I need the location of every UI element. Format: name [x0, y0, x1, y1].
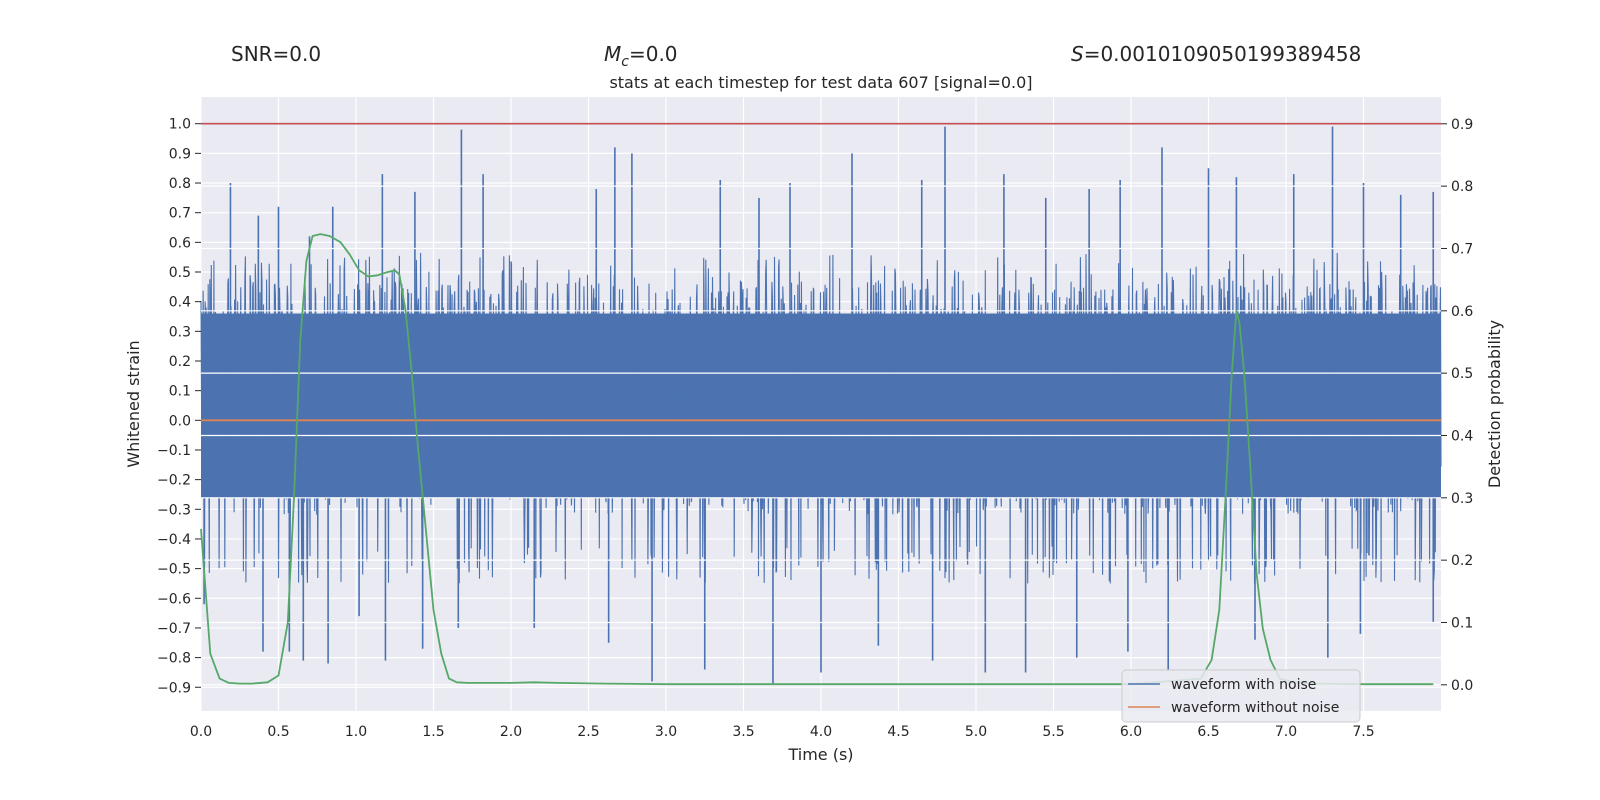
- y-tick-label: −0.2: [157, 473, 191, 489]
- x-tick-label: 3.0: [655, 724, 677, 740]
- x-tick-label: 3.5: [732, 724, 754, 740]
- y-tick-label: 0.5: [169, 265, 191, 281]
- legend: waveform with noise waveform without noi…: [1121, 669, 1361, 723]
- y-tick-label: −0.6: [157, 591, 191, 607]
- s-symbol: S: [1071, 42, 1084, 66]
- x-tick-label: 4.0: [810, 724, 832, 740]
- y2-tick-label: 0.0: [1451, 678, 1473, 694]
- y2-tick-label: 0.6: [1451, 304, 1473, 320]
- s-value: =0.0010109050199389458: [1084, 42, 1362, 66]
- y-tick-label: −0.7: [157, 621, 191, 637]
- y-tick-label: 0.2: [169, 354, 191, 370]
- y-tick-label: −0.3: [157, 502, 191, 518]
- y-tick-label: 0.6: [169, 235, 191, 251]
- y2-tick-label: 0.9: [1451, 117, 1473, 133]
- x-tick-label: 4.5: [887, 724, 909, 740]
- y-tick-label: −0.1: [157, 443, 191, 459]
- y-tick-label: 0.9: [169, 146, 191, 162]
- y2-tick-labels: 0.9 0.8 0.7 0.6 0.5 0.4 0.3 0.2 0.1 0.0: [1441, 117, 1473, 694]
- s-stat-label: S=0.0010109050199389458: [1071, 42, 1361, 66]
- y2-tick-label: 0.1: [1451, 615, 1473, 631]
- y-tick-label: 0.0: [169, 413, 191, 429]
- series-lines: [200, 122, 1441, 686]
- y-tick-label: −0.8: [157, 651, 191, 667]
- chirp-mass-label: Mc=0.0: [604, 42, 678, 70]
- legend-label-clean: waveform without noise: [1171, 700, 1339, 716]
- y2-tick-label: 0.7: [1451, 241, 1473, 257]
- y-tick-label: −0.4: [157, 532, 191, 548]
- y2-tick-label: 0.2: [1451, 553, 1473, 569]
- x-tick-label: 5.0: [965, 724, 987, 740]
- x-tick-label: 7.0: [1275, 724, 1297, 740]
- x-tick-label: 0.5: [267, 724, 289, 740]
- y-tick-label: −0.5: [157, 562, 191, 578]
- y-tick-label: −0.9: [157, 680, 191, 696]
- y-tick-label: 0.7: [169, 206, 191, 222]
- mc-value: =0.0: [629, 42, 678, 66]
- x-tick-label: 2.5: [577, 724, 599, 740]
- snr-label: SNR=0.0: [231, 42, 321, 66]
- y2-tick-label: 0.4: [1451, 428, 1473, 444]
- y-tick-label: 1.0: [169, 117, 191, 133]
- x-tick-label: 1.0: [345, 724, 367, 740]
- legend-label-noise: waveform with noise: [1171, 677, 1316, 693]
- y2-tick-label: 0.3: [1451, 491, 1473, 507]
- y2-axis-label: Detection probability: [1485, 320, 1504, 488]
- mc-subscript: c: [621, 54, 629, 70]
- mc-symbol: M: [604, 42, 621, 66]
- legend-frame: [1121, 669, 1361, 723]
- y-axis-label: Whitened strain: [124, 340, 143, 467]
- series-detection-probability: [200, 233, 1434, 686]
- x-tick-label: 6.5: [1197, 724, 1219, 740]
- x-tick-label: 0.0: [190, 724, 212, 740]
- series-waveform-with-noise: [200, 126, 1442, 685]
- y-tick-label: 0.4: [169, 295, 191, 311]
- x-tick-label: 1.5: [422, 724, 444, 740]
- x-tick-label: 6.0: [1120, 724, 1142, 740]
- x-tick-labels: 0.0 0.5 1.0 1.5 2.0 2.5 3.0 3.5 4.0 4.5 5.0 5.5 6.0 6…: [190, 724, 1375, 740]
- chart-title: stats at each timestep for test data 607…: [609, 73, 1032, 92]
- y2-tick-label: 0.5: [1451, 366, 1473, 382]
- x-tick-label: 2.0: [500, 724, 522, 740]
- y-tick-label: 0.8: [169, 176, 191, 192]
- x-axis-label: Time (s): [787, 745, 853, 764]
- y-tick-label: 0.3: [169, 324, 191, 340]
- y-tick-label: 0.1: [169, 384, 191, 400]
- x-tick-label: 5.5: [1042, 724, 1064, 740]
- x-tick-label: 7.5: [1352, 724, 1374, 740]
- y-tick-labels: 1.0 0.9 0.8 0.7 0.6 0.5 0.4 0.3 0.2 0.1 0.0 −0.1 −0.…: [157, 117, 201, 696]
- y2-tick-label: 0.8: [1451, 179, 1473, 195]
